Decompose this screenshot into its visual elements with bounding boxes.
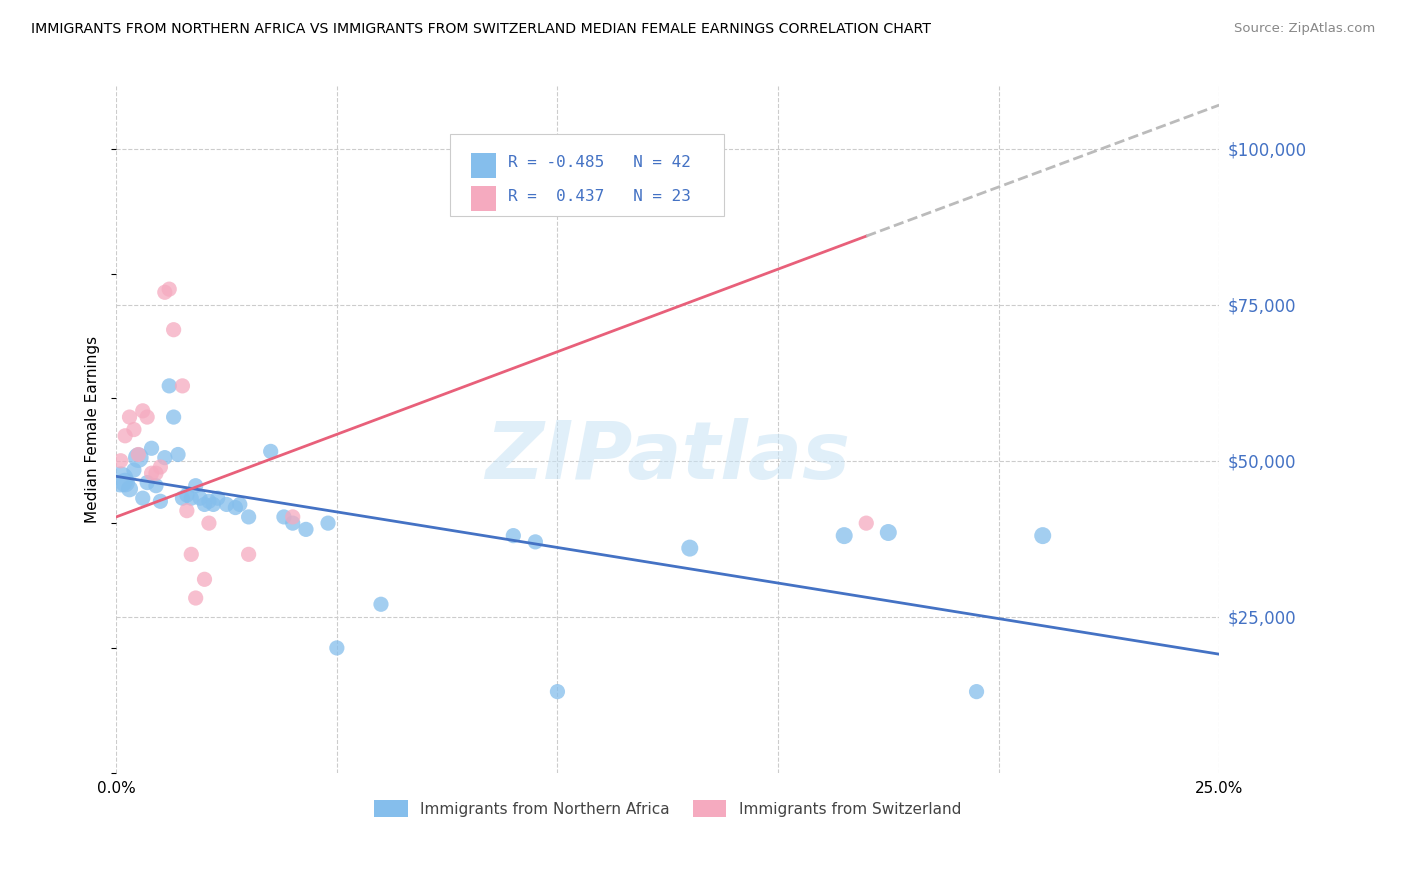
Point: [172, 491, 194, 506]
Legend: Immigrants from Northern Africa, Immigrants from Switzerland: Immigrants from Northern Africa, Immigra…: [368, 794, 967, 823]
Point: [180, 547, 202, 561]
Point: [149, 460, 172, 475]
Point: [118, 482, 141, 496]
Text: Source: ZipAtlas.com: Source: ZipAtlas.com: [1234, 22, 1375, 36]
Point: [215, 498, 238, 512]
Point: [110, 473, 132, 487]
Point: [157, 379, 180, 393]
Point: [176, 488, 198, 502]
Point: [132, 491, 155, 506]
Point: [127, 448, 149, 462]
Point: [193, 572, 215, 586]
Point: [238, 509, 260, 524]
Text: ZIPatlas: ZIPatlas: [485, 418, 851, 496]
Y-axis label: Median Female Earnings: Median Female Earnings: [86, 336, 100, 523]
Point: [122, 463, 145, 477]
Point: [202, 498, 225, 512]
Point: [184, 591, 207, 605]
Point: [193, 498, 215, 512]
Point: [370, 597, 392, 611]
Point: [145, 479, 167, 493]
Point: [1032, 528, 1054, 542]
Point: [281, 516, 304, 530]
Point: [966, 684, 988, 698]
Point: [122, 423, 145, 437]
Point: [162, 323, 184, 337]
Point: [198, 516, 221, 530]
Point: [162, 410, 184, 425]
Point: [167, 448, 190, 462]
Point: [502, 528, 524, 542]
Point: [172, 379, 194, 393]
Point: [114, 429, 136, 443]
Point: [153, 285, 176, 300]
Point: [180, 491, 202, 506]
Point: [132, 404, 155, 418]
Point: [184, 479, 207, 493]
Point: [207, 491, 229, 506]
Point: [326, 640, 349, 655]
Point: [316, 516, 339, 530]
Text: R =  0.437   N = 23: R = 0.437 N = 23: [508, 189, 690, 204]
Point: [141, 467, 163, 481]
Point: [877, 525, 900, 540]
Point: [679, 541, 702, 555]
Point: [238, 547, 260, 561]
Point: [295, 522, 318, 536]
Point: [260, 444, 283, 458]
Point: [679, 161, 702, 175]
Point: [855, 516, 877, 530]
Point: [141, 442, 163, 456]
Point: [546, 684, 568, 698]
Point: [198, 494, 221, 508]
Point: [145, 467, 167, 481]
Point: [114, 475, 136, 490]
Text: IMMIGRANTS FROM NORTHERN AFRICA VS IMMIGRANTS FROM SWITZERLAND MEDIAN FEMALE EAR: IMMIGRANTS FROM NORTHERN AFRICA VS IMMIG…: [31, 22, 931, 37]
Point: [229, 498, 252, 512]
Point: [832, 528, 855, 542]
Point: [118, 410, 141, 425]
Point: [136, 410, 159, 425]
Point: [524, 534, 547, 549]
Point: [136, 475, 159, 490]
Point: [127, 450, 149, 465]
Point: [224, 500, 246, 515]
Point: [110, 454, 132, 468]
Point: [157, 282, 180, 296]
Point: [281, 509, 304, 524]
Text: R = -0.485   N = 42: R = -0.485 N = 42: [508, 155, 690, 170]
Point: [273, 509, 295, 524]
Point: [149, 494, 172, 508]
Point: [188, 491, 211, 506]
Point: [176, 503, 198, 517]
Point: [153, 450, 176, 465]
